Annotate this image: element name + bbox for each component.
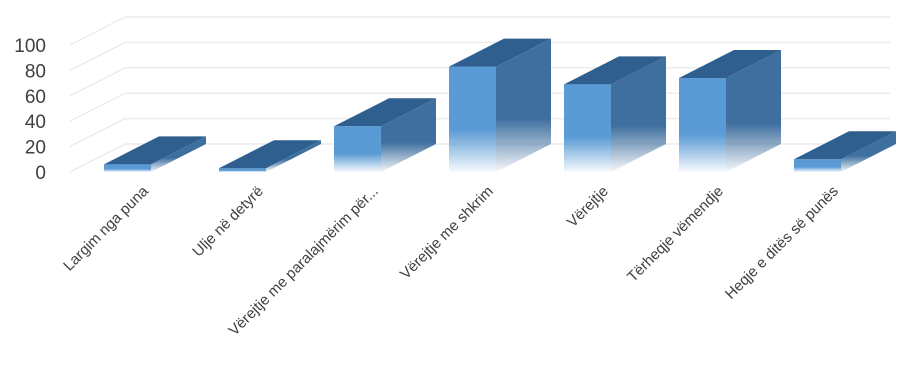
bar-0 (104, 136, 206, 172)
bar-5 (679, 50, 781, 172)
bars (104, 38, 896, 173)
x-tick-label: Ulje në detyrë (189, 183, 266, 260)
bar-top (334, 98, 436, 127)
y-tick-label: 100 (14, 36, 46, 57)
x-tick-label: Vërejtje (564, 183, 612, 231)
gridline-diagonal (69, 41, 126, 72)
gridline-diagonal (69, 143, 126, 173)
bar-front (794, 159, 841, 172)
bar-front (679, 78, 726, 172)
bar-top (794, 131, 896, 160)
bar-front (219, 168, 266, 172)
bar-front (564, 84, 611, 172)
y-tick-label: 40 (25, 112, 46, 133)
bar-4 (564, 56, 666, 173)
x-tick-label: Largim nga puna (60, 182, 152, 274)
bar-3 (449, 38, 551, 173)
gridline-diagonal (69, 16, 126, 46)
y-tick-label: 80 (25, 61, 46, 82)
gridline-diagonal (69, 117, 126, 148)
bar-side (841, 131, 896, 172)
bar-front (449, 66, 496, 172)
bar-top (449, 38, 551, 67)
bar-1 (219, 140, 321, 172)
bar-front (104, 164, 151, 172)
bar-side (381, 98, 436, 172)
y-tick-label: 0 (35, 163, 46, 184)
x-tick-label: Tërheqje vëmendje (624, 183, 727, 286)
bar-front (334, 126, 381, 172)
bar-2 (334, 98, 436, 172)
bar-top (564, 56, 666, 85)
bar-top (219, 140, 321, 169)
bar-top (104, 136, 206, 165)
gridline-diagonal (69, 67, 126, 97)
y-tick-label: 20 (25, 138, 46, 159)
bar-side (726, 50, 781, 172)
y-tick-label: 60 (25, 87, 46, 108)
bar-side (266, 140, 321, 172)
bar-side (611, 56, 666, 173)
y-axis-ticks: 0 20 40 60 80 100 (14, 36, 46, 184)
gridline-diagonal (69, 92, 126, 122)
x-axis-labels: Largim nga puna Ulje në detyrë Vërejtje me… (60, 182, 842, 339)
bar-side (496, 38, 551, 173)
x-tick-label: Heqje e ditës së punës (722, 183, 842, 303)
bar-side (151, 136, 206, 172)
bar-6 (794, 131, 896, 172)
x-tick-label: Vërejtje me shkrim (397, 183, 497, 283)
bar-top (679, 50, 781, 79)
